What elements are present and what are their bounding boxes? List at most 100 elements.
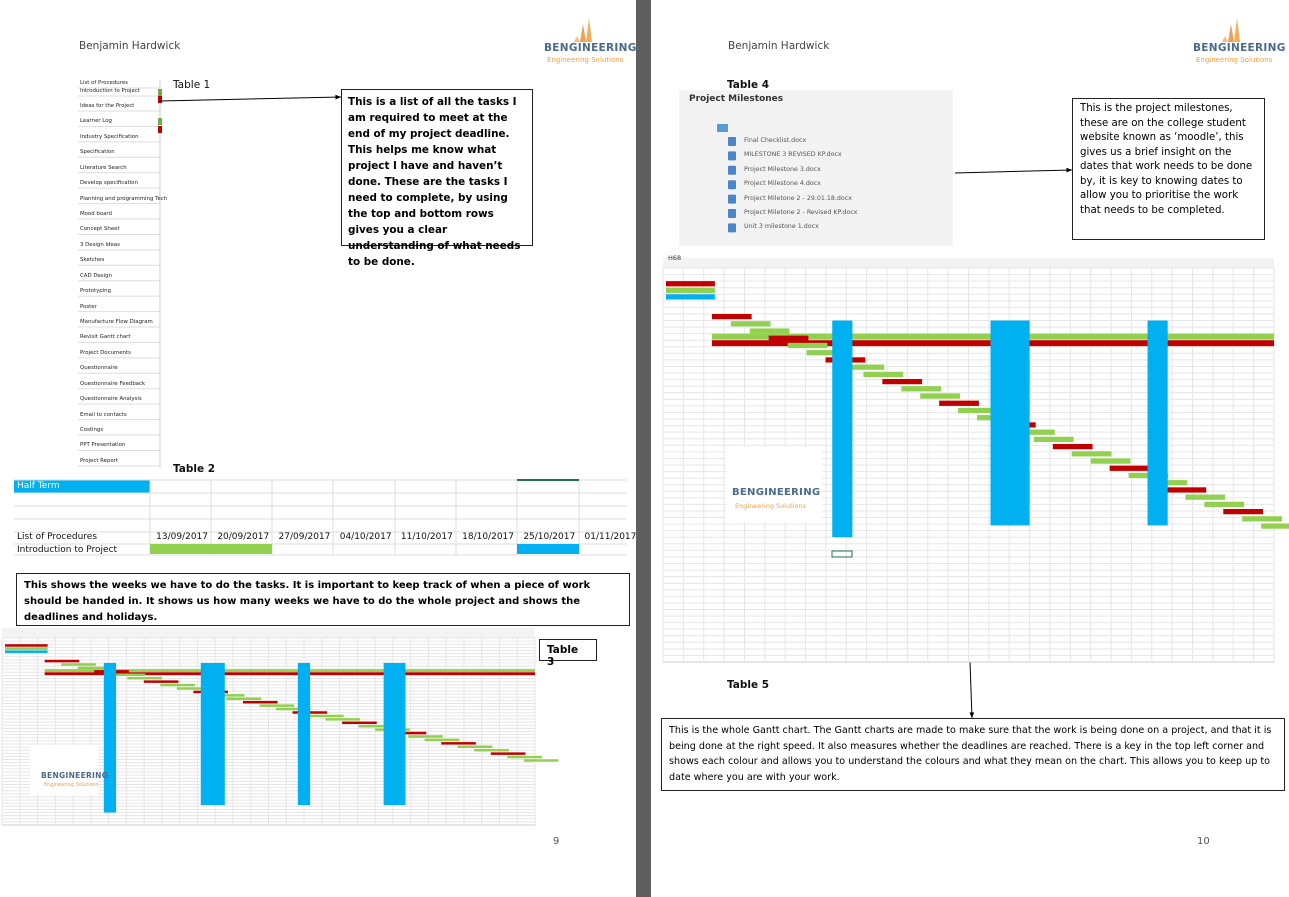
bar — [127, 676, 162, 680]
bar — [391, 731, 427, 735]
logo-name: BENGINEERING — [732, 487, 821, 498]
bar — [1109, 465, 1150, 471]
bar — [768, 335, 809, 341]
logo-box — [30, 745, 98, 795]
author: Benjamin Hardwick — [728, 40, 830, 52]
bar — [787, 342, 828, 349]
bar — [1261, 523, 1289, 529]
status-cell — [158, 89, 162, 96]
half-term: Half Term — [17, 481, 60, 491]
logo-tagline: Engineering Solutions — [735, 502, 806, 510]
list-item: Specification — [80, 149, 115, 156]
bar — [523, 759, 559, 762]
status-cell — [158, 118, 162, 125]
table-label: Table 4 — [727, 79, 770, 91]
cell-ref: H68 — [668, 254, 682, 262]
list-item: Sketches — [80, 257, 105, 264]
logo-shape — [1234, 18, 1240, 42]
page-number: 9 — [553, 836, 560, 847]
arrow-head — [1066, 167, 1072, 173]
file-name: MILESTONE 3 REVISED KP.docx — [744, 151, 842, 159]
date: 01/11/2017 — [584, 532, 637, 542]
list-item: Costings — [80, 427, 104, 434]
logo-shape — [586, 18, 592, 42]
holiday — [832, 320, 853, 538]
arrow — [954, 169, 1073, 174]
bar — [176, 687, 212, 690]
bar — [806, 350, 847, 356]
arrow-head — [969, 712, 975, 718]
toolbar — [663, 258, 1274, 268]
logo-name: BENGINEERING — [41, 771, 109, 780]
holiday — [297, 662, 311, 806]
cell — [14, 480, 150, 493]
file-icon — [728, 194, 736, 204]
bar — [259, 704, 295, 707]
panel — [679, 90, 953, 246]
arrow — [969, 661, 973, 719]
arrow-head — [335, 94, 341, 100]
bar — [1014, 429, 1055, 435]
bar — [1052, 443, 1093, 450]
table-label: Table 2 — [173, 463, 216, 475]
bar — [1090, 458, 1131, 464]
list-item: Prototyping — [80, 288, 112, 295]
bar — [1033, 436, 1074, 443]
list-item: Email to contacts — [80, 411, 127, 418]
logo-shape — [574, 36, 580, 42]
bar — [424, 738, 460, 742]
holiday — [103, 662, 117, 813]
bar — [77, 666, 113, 670]
bar — [1185, 494, 1226, 500]
logo-tagline: Engineering Solutions — [44, 782, 99, 788]
table-label: Table 3 — [539, 639, 597, 668]
bar — [844, 364, 885, 370]
logo-tagline: Engineering Solutions — [1196, 56, 1273, 64]
logo-name: BENGINEERING — [544, 42, 637, 54]
list-item: Ideas for the Project — [80, 103, 135, 109]
key — [666, 287, 715, 293]
holiday — [383, 662, 406, 806]
bar — [358, 724, 394, 728]
logo-box — [726, 447, 822, 522]
bar — [474, 748, 509, 752]
bar — [920, 393, 960, 399]
list-item: 3 Design Ideas — [80, 241, 120, 248]
bar — [457, 745, 493, 749]
list-item: Industry Specification — [80, 133, 139, 140]
key — [666, 294, 715, 300]
list-item: Revisit Gantt chart — [80, 334, 131, 341]
holiday — [200, 662, 225, 806]
list-item: Questionnaire — [80, 365, 118, 372]
list-item: Planning and programming Tech — [80, 195, 168, 202]
bar — [1204, 501, 1245, 508]
file-name: Project Miletone 2 - 29.01.18.docx — [744, 194, 852, 202]
table-label: Table 1 — [173, 79, 211, 91]
bar — [44, 672, 535, 676]
file-icon — [728, 151, 736, 161]
list-item: Mood board — [80, 211, 112, 217]
bar — [490, 752, 526, 755]
bar — [242, 700, 278, 704]
logo-shape — [580, 24, 586, 42]
bar — [143, 680, 179, 683]
bar — [507, 755, 542, 759]
logo-shape — [1222, 36, 1228, 42]
note: This is the project milestones, these ar… — [1072, 98, 1265, 240]
list-item: Concept Sheet — [80, 226, 120, 233]
page-number: 10 — [1197, 836, 1210, 847]
date: 18/10/2017 — [462, 532, 514, 542]
bar — [441, 742, 476, 745]
bar — [1166, 487, 1207, 493]
logo-shape — [1228, 24, 1234, 42]
date: 20/09/2017 — [217, 532, 270, 542]
holiday — [990, 320, 1030, 526]
file-name: Unit 3 milestone 1.docx — [744, 223, 819, 231]
key — [5, 644, 48, 647]
toolbar — [2, 628, 535, 638]
date: 13/09/2017 — [156, 532, 208, 542]
key — [666, 281, 715, 287]
bar — [882, 378, 923, 385]
note: This shows the weeks we have to do the t… — [16, 573, 630, 626]
bar — [275, 707, 311, 711]
